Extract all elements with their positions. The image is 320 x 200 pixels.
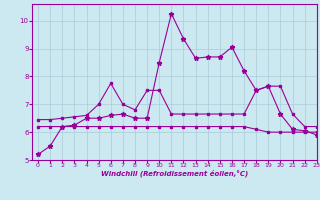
X-axis label: Windchill (Refroidissement éolien,°C): Windchill (Refroidissement éolien,°C): [101, 170, 248, 177]
